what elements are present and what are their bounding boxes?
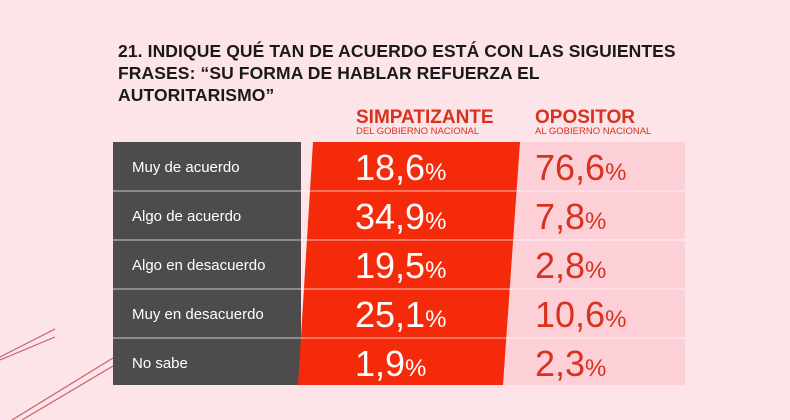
simpatizante-value: 18,6% <box>355 147 447 188</box>
simpatizante-value: 1,9% <box>355 343 427 384</box>
opositor-value: 2,8% <box>535 245 607 286</box>
decorative-lines <box>0 328 114 420</box>
simpatizante-value: 34,9% <box>355 196 447 237</box>
label-panel <box>113 142 301 385</box>
column-header-simpatizante: SIMPATIZANTE DEL GOBIERNO NACIONAL <box>356 107 494 137</box>
opositor-value: 7,8% <box>535 196 607 237</box>
simpatizante-column <box>298 142 520 385</box>
page-title: 21. INDIQUE QUÉ TAN DE ACUERDO ESTÁ CON … <box>118 41 676 105</box>
row-label: Muy de acuerdo <box>132 159 240 176</box>
opositor-value: 10,6% <box>535 294 627 335</box>
row-label: Algo de acuerdo <box>132 208 242 225</box>
simpatizante-value: 19,5% <box>355 245 447 286</box>
row-label: Algo en desacuerdo <box>132 257 266 274</box>
opositor-value: 76,6% <box>535 147 627 188</box>
column-header-opositor: OPOSITOR AL GOBIERNO NACIONAL <box>535 107 652 137</box>
opositor-column <box>503 142 685 385</box>
row-label: Muy en desacuerdo <box>132 306 264 323</box>
simpatizante-value: 25,1% <box>355 294 447 335</box>
row-label: No sabe <box>132 355 188 372</box>
opositor-value: 2,3% <box>535 343 607 384</box>
row-dividers <box>113 190 685 339</box>
